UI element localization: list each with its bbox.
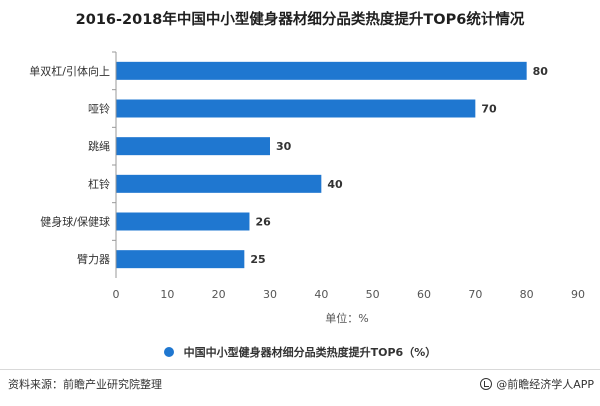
bar (116, 212, 250, 231)
bar (116, 174, 322, 193)
category-label: 臂力器 (77, 253, 110, 266)
circle-marker-icon (163, 347, 174, 357)
brand-label: @前瞻经济学人APP (496, 378, 594, 391)
category-label: 杠铃 (88, 177, 110, 191)
data-label: 30 (276, 140, 292, 153)
x-tick-label: 60 (417, 288, 431, 301)
x-tick-label: 10 (160, 288, 174, 301)
bar (116, 250, 245, 269)
bar (116, 61, 527, 80)
bar (116, 99, 476, 118)
chart-title: 2016-2018年中国中小型健身器材细分品类热度提升TOP6统计情况 (75, 12, 525, 28)
x-tick-label: 0 (113, 288, 120, 301)
x-tick-label: 80 (520, 288, 534, 301)
x-tick-label: 40 (314, 288, 328, 301)
x-tick-label: 50 (366, 288, 380, 301)
brand-credit: @前瞻经济学人APP (480, 376, 594, 392)
legend-label: 中国中小型健身器材细分品类热度提升TOP6（%） (183, 346, 437, 359)
category-label: 健身球/保健球 (40, 215, 110, 229)
data-label: 26 (255, 216, 271, 229)
footer-divider (0, 369, 600, 370)
source-note: 资料来源：前瞻产业研究院整理 (8, 378, 162, 391)
category-label: 跳绳 (88, 139, 110, 153)
bar (116, 137, 270, 156)
x-tick-label: 70 (468, 288, 482, 301)
x-tick-label: 90 (571, 288, 585, 301)
x-tick-label: 30 (263, 288, 277, 301)
category-label: 哑铃 (88, 102, 110, 116)
data-label: 70 (481, 103, 497, 116)
legend: 中国中小型健身器材细分品类热度提升TOP6（%） (0, 344, 600, 360)
data-label: 40 (327, 178, 343, 191)
data-label: 80 (533, 65, 549, 78)
data-label: 25 (250, 253, 265, 266)
brand-logo-icon (480, 378, 493, 390)
category-label: 单双杠/引体向上 (29, 64, 110, 78)
x-tick-label: 20 (212, 288, 226, 301)
x-axis-label: 单位：% (325, 311, 368, 325)
